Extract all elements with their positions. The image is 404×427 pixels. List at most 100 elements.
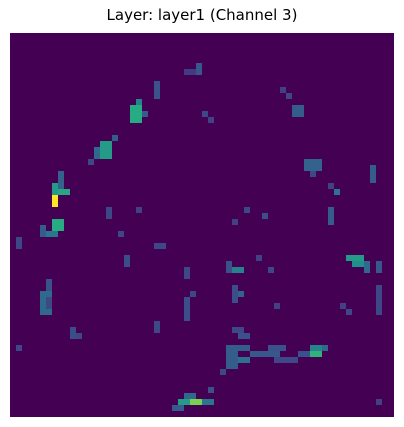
heatmap-cell <box>160 243 166 249</box>
heatmap-cell <box>58 225 64 231</box>
heatmap-cell <box>154 243 160 249</box>
heatmap-cell <box>136 99 142 105</box>
heatmap-cell <box>88 159 94 165</box>
heatmap-cell <box>238 291 244 297</box>
heatmap-cell <box>376 261 382 267</box>
heatmap-cell <box>46 297 52 303</box>
chart-title: Layer: layer1 (Channel 3) <box>106 6 298 24</box>
heatmap-cell <box>58 219 64 225</box>
heatmap-background <box>10 33 394 417</box>
heatmap-cell <box>244 207 250 213</box>
heatmap-cell <box>256 351 262 357</box>
heatmap-cell <box>376 399 382 405</box>
heatmap-cell <box>346 255 352 261</box>
heatmap-cell <box>244 357 250 363</box>
heatmap-cell <box>94 153 100 159</box>
heatmap-cell <box>280 87 286 93</box>
heatmap-cell <box>226 351 232 357</box>
heatmap-cell <box>40 225 46 231</box>
heatmap-cell <box>316 351 322 357</box>
heatmap-cell <box>274 345 280 351</box>
heatmap-cell <box>268 267 274 273</box>
heatmap-cell <box>130 105 136 111</box>
heatmap-cell <box>142 111 148 117</box>
heatmap-cell <box>226 267 232 273</box>
heatmap-cell <box>316 345 322 351</box>
heatmap-cell <box>298 111 304 117</box>
heatmap-cell <box>244 333 250 339</box>
heatmap-cell <box>154 327 160 333</box>
heatmap-cell <box>292 357 298 363</box>
heatmap-cell <box>304 165 310 171</box>
heatmap-cell <box>232 327 238 333</box>
heatmap-cell <box>46 309 52 315</box>
heatmap-cell <box>64 189 70 195</box>
heatmap-cell <box>304 351 310 357</box>
heatmap-cell <box>184 273 190 279</box>
heatmap-cell <box>40 303 46 309</box>
heatmap-cell <box>316 159 322 165</box>
heatmap-cell <box>52 225 58 231</box>
heatmap-cell <box>154 87 160 93</box>
heatmap-cell <box>76 333 82 339</box>
heatmap-cell <box>370 165 376 171</box>
heatmap-cell <box>364 267 370 273</box>
heatmap-cell <box>154 81 160 87</box>
heatmap-cell <box>190 393 196 399</box>
heatmap-cell <box>352 261 358 267</box>
heatmap-cell <box>232 297 238 303</box>
heatmap-cell <box>52 219 58 225</box>
heatmap-cell <box>202 111 208 117</box>
heatmap-cell <box>370 171 376 177</box>
heatmap-cell <box>184 309 190 315</box>
heatmap-cell <box>178 399 184 405</box>
heatmap-cell <box>124 255 130 261</box>
heatmap-cell <box>292 105 298 111</box>
heatmap-cell <box>340 303 346 309</box>
heatmap-cell <box>274 303 280 309</box>
heatmap-cell <box>46 285 52 291</box>
heatmap-cell <box>310 345 316 351</box>
heatmap-cell <box>184 69 190 75</box>
heatmap-cell <box>334 189 340 195</box>
heatmap-cell <box>196 399 202 405</box>
heatmap-cell <box>40 291 46 297</box>
heatmap-cell <box>280 357 286 363</box>
heatmap-cell <box>124 261 130 267</box>
heatmap-cell <box>190 399 196 405</box>
heatmap-cell <box>184 393 190 399</box>
heatmap-cell <box>190 69 196 75</box>
heatmap-cell <box>58 171 64 177</box>
heatmap-cell <box>310 165 316 171</box>
heatmap-cell <box>310 351 316 357</box>
heatmap-cell <box>154 321 160 327</box>
heatmap-cell <box>376 303 382 309</box>
heatmap-cell <box>196 63 202 69</box>
heatmap-cell <box>58 189 64 195</box>
heatmap-cell <box>298 105 304 111</box>
heatmap-cell <box>292 111 298 117</box>
heatmap-cell <box>376 297 382 303</box>
heatmap-cell <box>232 351 238 357</box>
heatmap-cell <box>100 147 106 153</box>
heatmap-cell <box>358 255 364 261</box>
heatmap-cell <box>184 267 190 273</box>
heatmap-cell <box>286 93 292 99</box>
heatmap-cell <box>40 231 46 237</box>
heatmap-cell <box>16 345 22 351</box>
heatmap-cell <box>196 69 202 75</box>
heatmap-cell <box>100 153 106 159</box>
heatmap-cell <box>370 177 376 183</box>
heatmap-cell <box>226 357 232 363</box>
heatmap-cell <box>232 267 238 273</box>
heatmap-cell <box>178 405 184 411</box>
heatmap-cell <box>58 183 64 189</box>
heatmap-cell <box>376 285 382 291</box>
heatmap-cell <box>322 345 328 351</box>
heatmap-cell <box>118 231 124 237</box>
heatmap-cell <box>208 399 214 405</box>
heatmap-cell <box>328 183 334 189</box>
heatmap-cell <box>238 357 244 363</box>
heatmap-cell <box>286 357 292 363</box>
